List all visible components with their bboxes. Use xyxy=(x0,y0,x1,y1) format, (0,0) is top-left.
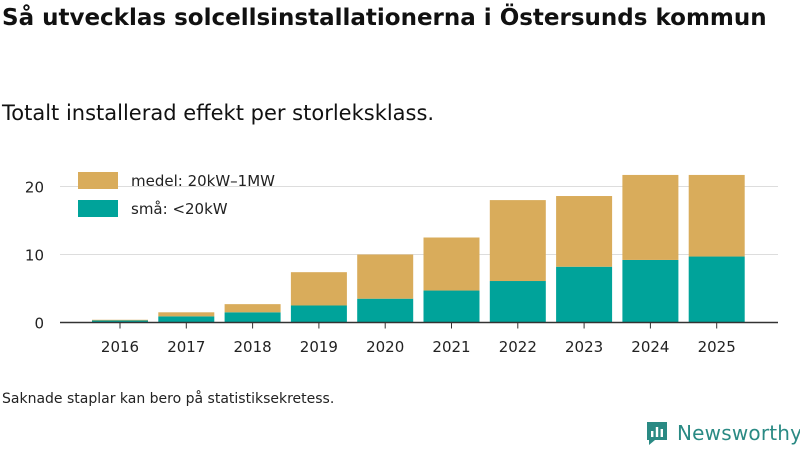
y-tick-label: 20 xyxy=(25,179,44,197)
x-tick-label: 2025 xyxy=(698,338,736,356)
brand-name: Newsworthy xyxy=(677,421,800,445)
bar-segment xyxy=(622,259,679,323)
bar-segment xyxy=(357,298,414,323)
legend-label: medel: 20kW–1MW xyxy=(131,172,275,190)
x-tick-label: 2022 xyxy=(499,338,537,356)
y-tick-label: 0 xyxy=(34,315,44,333)
y-tick-label: 10 xyxy=(25,247,44,265)
chart-subtitle: Totalt installerad effekt per storlekskl… xyxy=(2,101,435,125)
bar-segment xyxy=(556,266,613,323)
footnote: Saknade staplar kan bero på statistiksek… xyxy=(2,391,335,407)
x-tick-label: 2021 xyxy=(432,338,470,356)
legend-swatch xyxy=(78,172,118,189)
bar-segment xyxy=(423,290,480,323)
x-tick-label: 2017 xyxy=(167,338,205,356)
chart-title: Så utvecklas solcellsinstallationerna i … xyxy=(2,5,767,31)
legend-swatch xyxy=(78,200,118,217)
bar-segment xyxy=(688,256,745,323)
bar-segment xyxy=(290,272,347,306)
bar-segment xyxy=(92,320,148,323)
bar-segment xyxy=(622,174,679,260)
axes: 0 10 20 2016 2017 2018 2019 2020 2021 2022 2023 202… xyxy=(25,179,778,356)
bar-segment xyxy=(423,237,480,291)
x-tick-label: 2019 xyxy=(300,338,338,356)
bar-segment xyxy=(158,312,215,317)
bar-segment xyxy=(290,305,347,323)
x-tick-label: 2020 xyxy=(366,338,404,356)
bar-segment xyxy=(688,174,745,257)
bar-segment xyxy=(224,312,281,323)
bar-segment xyxy=(158,316,215,323)
x-tick-label: 2018 xyxy=(234,338,272,356)
legend-label: små: <20kW xyxy=(131,200,228,218)
newsworthy-logo-icon xyxy=(647,422,667,445)
bar-segment xyxy=(489,200,546,282)
bar-segment xyxy=(556,196,613,267)
bar-segment xyxy=(357,254,414,299)
stacked-bar-chart: 0 10 20 2016 2017 2018 2019 2020 2021 2022 2023 202… xyxy=(25,172,778,356)
x-tick-label: 2023 xyxy=(565,338,603,356)
x-tick-label: 2024 xyxy=(631,338,669,356)
bar-segment xyxy=(489,281,546,323)
brand-logo: Newsworthy xyxy=(645,419,800,447)
bar-segment xyxy=(92,319,148,321)
legend: medel: 20kW–1MW små: <20kW xyxy=(78,172,275,218)
bar-segment xyxy=(224,304,281,313)
bars xyxy=(92,174,745,323)
x-tick-label: 2016 xyxy=(101,338,139,356)
